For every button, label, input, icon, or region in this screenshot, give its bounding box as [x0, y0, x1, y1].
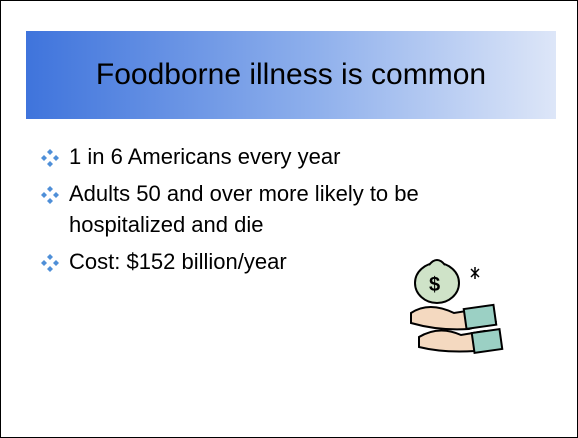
bullet-icon	[41, 254, 59, 272]
svg-text:$: $	[429, 274, 440, 296]
bullet-icon	[41, 149, 59, 167]
slide: Foodborne illness is common 1 in 6 Ameri…	[0, 0, 578, 438]
bullet-text: Cost: $152 billion/year	[69, 249, 287, 274]
bullet-text: Adults 50 and over more likely to be hos…	[69, 181, 419, 237]
money-clipart: $	[399, 251, 509, 361]
bullet-text: 1 in 6 Americans every year	[69, 144, 340, 169]
bullet-icon	[41, 186, 59, 204]
title-box: Foodborne illness is common	[26, 31, 556, 119]
bullet-item: Adults 50 and over more likely to be hos…	[41, 178, 541, 240]
slide-title: Foodborne illness is common	[96, 58, 486, 92]
bullet-item: 1 in 6 Americans every year	[41, 141, 541, 172]
